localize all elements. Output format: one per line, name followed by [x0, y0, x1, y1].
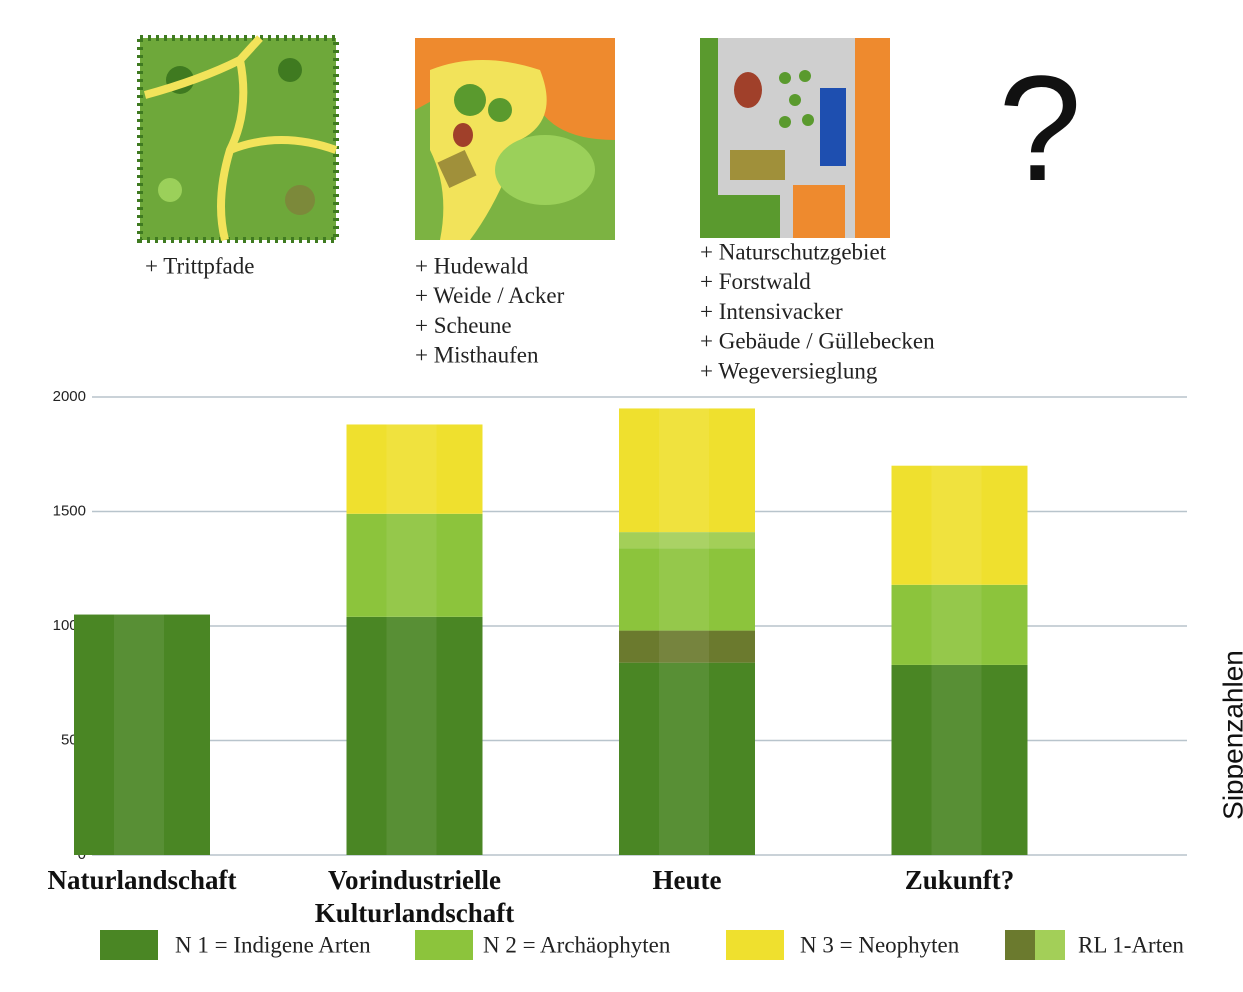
panel-annotation: + Gebäude / Güllebecken: [700, 329, 935, 354]
bar-segment: [891, 664, 1028, 855]
bar-segment: [346, 616, 483, 855]
illustration-preindustrial: [415, 38, 615, 240]
legend-swatch: [100, 930, 158, 960]
bar-segment: [891, 465, 1028, 585]
panel-annotation: + Wegeversieglung: [700, 358, 878, 383]
x-tick-label: Zukunft?: [904, 865, 1015, 895]
y-axis-label: Sippenzahlen: [1217, 650, 1243, 820]
x-tick-label: Vorindustrielle Kulturlandschaft: [314, 865, 515, 928]
bar-segment: [619, 408, 755, 533]
bar-segment: [619, 532, 755, 549]
legend-swatch: [1035, 930, 1065, 960]
legend-label: N 3 = Neophyten: [800, 932, 960, 957]
panel-annotation: + Weide / Acker: [415, 283, 565, 308]
bar-segment: [346, 513, 483, 617]
legend-label: N 1 = Indigene Arten: [175, 932, 371, 957]
x-tick-label: Naturlandschaft: [47, 865, 237, 895]
bar-segment: [346, 424, 483, 514]
legend-label: RL 1-Arten: [1078, 932, 1184, 957]
panel-annotation: + Hudewald: [415, 253, 529, 278]
bar-segment: [619, 662, 755, 855]
panel-annotation: + Naturschutzgebiet: [700, 239, 887, 264]
bar-sheen: [386, 424, 437, 855]
y-tick-label: 2000: [53, 388, 86, 405]
legend-swatch: [1005, 930, 1035, 960]
question-mark: ?: [998, 44, 1081, 212]
bar-segment: [619, 630, 755, 663]
bar-segment: [619, 548, 755, 631]
bar-sheen: [931, 465, 982, 855]
panel-annotation: + Trittpfade: [145, 253, 254, 278]
illustration-today: [700, 38, 890, 238]
bar-segment: [891, 584, 1028, 665]
panel-annotation: + Forstwald: [700, 269, 811, 294]
bar-sheen: [659, 408, 709, 855]
panel-annotation: + Scheune: [415, 313, 512, 338]
y-tick-label: 1500: [53, 502, 86, 519]
legend-swatch: [726, 930, 784, 960]
legend-swatch: [415, 930, 473, 960]
panel-annotation: + Misthaufen: [415, 343, 539, 368]
bar-sheen: [114, 614, 164, 855]
legend-label: N 2 = Archäophyten: [483, 932, 671, 957]
panel-annotation: + Intensivacker: [700, 299, 843, 324]
x-tick-label: Heute: [652, 865, 722, 895]
illustration-natural: [137, 35, 339, 243]
bar-segment: [74, 614, 210, 855]
